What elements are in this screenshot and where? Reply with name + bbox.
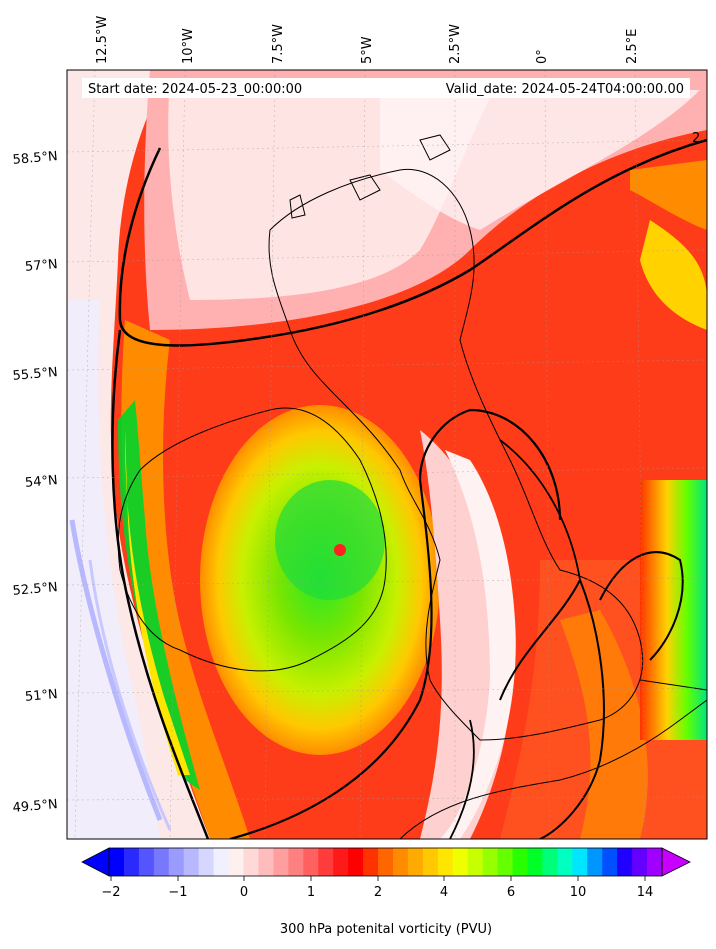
colorbar-cell — [273, 848, 289, 876]
colorbar-cell — [557, 848, 573, 876]
lon-label: 0° — [535, 49, 550, 64]
colorbar-right-arrow — [661, 847, 691, 877]
colorbar-cell — [437, 848, 454, 876]
lon-label: 2.5°W — [448, 24, 463, 64]
lat-label: 51°N — [24, 687, 58, 705]
colorbar-cell — [168, 848, 185, 876]
colorbar-cell — [452, 848, 469, 876]
colorbar-title: 300 hPa potenital vorticity (PVU) — [280, 922, 492, 937]
colorbar-tick-label: −1 — [168, 885, 187, 900]
colorbar-cell — [198, 848, 215, 876]
colorbar-cell — [422, 848, 439, 876]
colorbar-cell — [333, 848, 349, 876]
colorbar-cell — [288, 848, 304, 876]
colorbar-cell — [303, 848, 319, 876]
colorbar-cell — [647, 848, 663, 876]
colorbar-tick-label: 14 — [637, 885, 654, 900]
colorbar-cell — [482, 848, 499, 876]
colorbar-tick-label: 10 — [570, 885, 587, 900]
colorbar-cell — [392, 848, 409, 876]
lon-label: 10°W — [181, 28, 196, 64]
lat-label: 57°N — [24, 257, 58, 275]
colorbar-cell — [258, 848, 275, 876]
colorbar-ticks: −2 −1 0 1 2 4 6 10 14 — [101, 876, 653, 900]
colorbar-cell — [527, 848, 544, 876]
colorbar-cell — [497, 848, 514, 876]
plot-frame — [66, 69, 708, 840]
colorbar-cell — [572, 848, 588, 876]
colorbar-cell — [183, 848, 200, 876]
colorbar-tick-label: 0 — [240, 885, 248, 900]
lon-label: 5°W — [360, 36, 375, 64]
colorbar-cell — [542, 848, 558, 876]
colorbar-cell — [467, 848, 484, 876]
colorbar-tick-label: 1 — [307, 885, 315, 900]
colorbar-tick-label: −2 — [101, 885, 120, 900]
colorbar-cell — [512, 848, 529, 876]
colorbar-cell — [617, 848, 633, 876]
colorbar-cell — [123, 848, 140, 876]
valid-date-label: Valid_date: 2024-05-24T04:00:00.00 — [446, 82, 684, 97]
colorbar-cell — [228, 848, 245, 876]
coastlines — [117, 134, 707, 839]
colorbar-cells — [109, 848, 663, 876]
longitude-labels: 12.5°W 10°W 7.5°W 5°W 2.5°W 0° 2.5°E — [95, 16, 640, 64]
colorbar-tick-label: 4 — [440, 885, 448, 900]
colorbar-cell — [213, 848, 230, 876]
colorbar-cell — [378, 848, 394, 876]
latitude-labels: 58.5°N 57°N 55.5°N 54°N 52.5°N 51°N 49.5… — [12, 149, 58, 816]
colorbar-cell — [602, 848, 618, 876]
colorbar-tick-label: 2 — [374, 885, 382, 900]
colorbar-cell — [407, 848, 424, 876]
colorbar-tick-label: 6 — [507, 885, 515, 900]
lat-label: 54°N — [24, 473, 58, 491]
lon-label: 12.5°W — [95, 16, 110, 64]
colorbar-cell — [138, 848, 155, 876]
colorbar-cell — [243, 848, 260, 876]
lat-label: 52.5°N — [12, 580, 58, 599]
colorbar-frame — [108, 847, 663, 877]
colorbar-cell — [318, 848, 334, 876]
colorbar-cell — [348, 848, 364, 876]
colorbar-cell — [632, 848, 648, 876]
map-plot-area — [67, 70, 707, 839]
header-box — [82, 78, 690, 98]
colorbar-left-arrow — [81, 847, 110, 877]
lat-label: 58.5°N — [12, 149, 58, 168]
colorbar-cell — [153, 848, 170, 876]
lon-label: 7.5°W — [271, 24, 286, 64]
lat-label: 55.5°N — [12, 365, 58, 384]
colorbar-cell — [109, 848, 125, 876]
contour-label: 2 — [692, 131, 700, 146]
colorbar-cell — [587, 848, 603, 876]
colorbar: −2 −1 0 1 2 4 6 10 14 300 hPa potenital vorticit… — [81, 847, 691, 937]
lat-label: 49.5°N — [12, 797, 58, 816]
lon-label: 2.5°E — [625, 29, 640, 64]
colorbar-cell — [363, 848, 379, 876]
start-date-label: Start date: 2024-05-23_00:00:00 — [88, 82, 302, 97]
